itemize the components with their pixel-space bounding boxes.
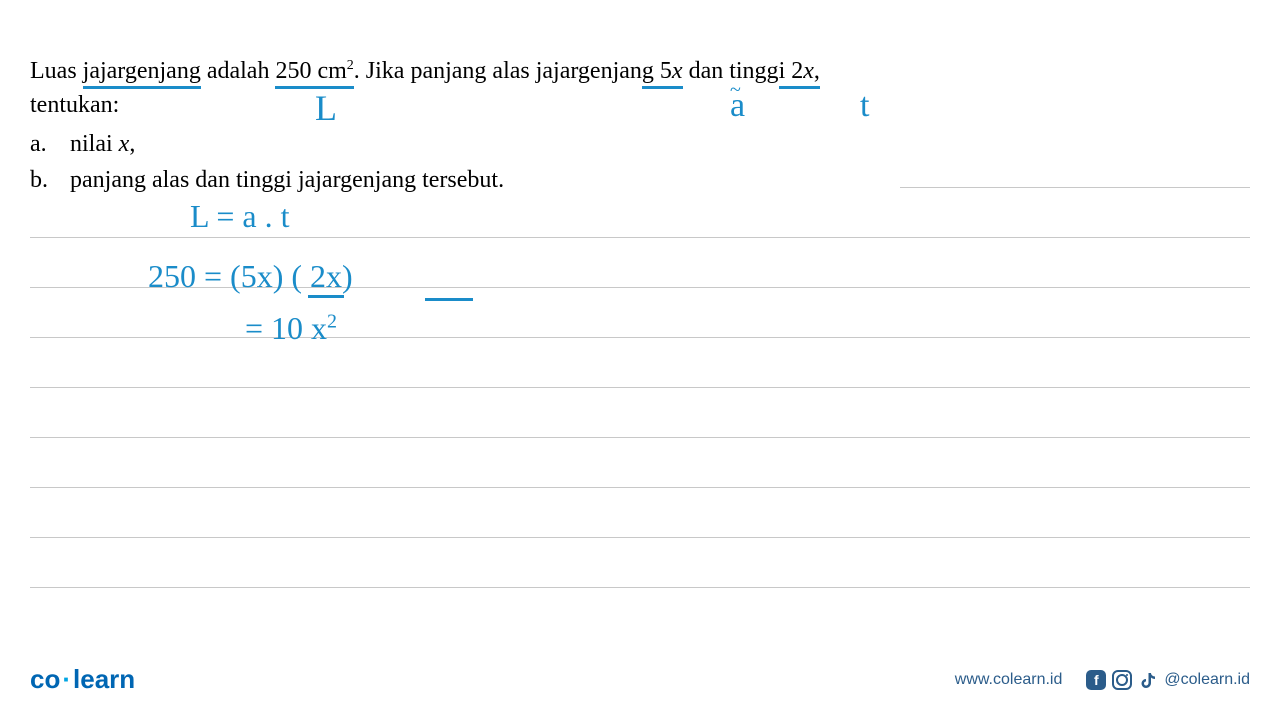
ruled-line	[30, 388, 1250, 438]
list-marker: b.	[30, 162, 70, 198]
facebook-icon: f	[1086, 670, 1106, 690]
problem-text: adalah	[201, 58, 276, 84]
website-url: www.colearn.id	[955, 671, 1063, 689]
handwrite-underline-icon	[308, 295, 344, 298]
superscript: 2	[347, 58, 354, 73]
text: g 5	[642, 58, 672, 84]
logo-part1: co	[30, 664, 60, 694]
problem-text: Luas	[30, 58, 83, 84]
question-list: a. nilai x, b. panjang alas dan tinggi j…	[30, 126, 1250, 198]
value-text: 250 cm	[275, 58, 346, 84]
list-text: nilai x,	[70, 126, 135, 162]
underlined-term: g 5x	[642, 58, 683, 89]
footer-right: www.colearn.id f @colearn.id	[955, 670, 1250, 690]
handwrite-underline-icon	[425, 298, 473, 301]
list-item: b. panjang alas dan tinggi jajargenjang …	[30, 162, 1250, 198]
list-text: panjang alas dan tinggi jajargenjang ter…	[70, 162, 504, 198]
content-area: Luas jajargenjang adalah 250 cm2. Jika p…	[30, 55, 1250, 198]
annotation-a: a	[730, 87, 745, 125]
problem-line2: tentukan:	[30, 92, 119, 118]
underlined-term: i 2x,	[779, 58, 820, 89]
working-line-1: L = a . t	[190, 198, 290, 235]
working-text: = 10 x	[245, 310, 327, 346]
list-item: a. nilai x,	[30, 126, 1250, 162]
ruled-line	[30, 438, 1250, 488]
tiktok-icon	[1138, 670, 1158, 690]
comma: ,	[814, 58, 820, 84]
text-post: ,	[129, 131, 135, 157]
ruled-line	[30, 338, 1250, 388]
footer: co·learn www.colearn.id f @colearn.id	[30, 664, 1250, 695]
text: i 2	[779, 58, 804, 84]
social-links: f @colearn.id	[1086, 670, 1250, 690]
variable-x: x	[803, 58, 814, 84]
variable-x: x	[672, 58, 683, 84]
annotation-t: t	[860, 87, 869, 125]
annotation-L: L	[315, 87, 337, 129]
exponent: 2	[327, 310, 337, 332]
variable-x: x	[119, 131, 130, 157]
working-line-2: 250 = (5x) ( 2x)	[148, 258, 353, 295]
underlined-value: 250 cm2	[275, 58, 353, 89]
logo-dot: ·	[62, 664, 71, 694]
problem-statement: Luas jajargenjang adalah 250 cm2. Jika p…	[30, 55, 1250, 122]
ruled-line	[30, 538, 1250, 588]
list-marker: a.	[30, 126, 70, 162]
underlined-term: jajargenjang	[83, 58, 201, 89]
instagram-icon	[1112, 670, 1132, 690]
working-line-3: = 10 x2	[245, 310, 337, 347]
text-pre: nilai	[70, 131, 119, 157]
brand-logo: co·learn	[30, 664, 135, 695]
logo-part2: learn	[73, 664, 135, 694]
ruled-line	[30, 488, 1250, 538]
ruled-line	[30, 288, 1250, 338]
problem-text: . Jika panjang alas jajargenjan	[354, 58, 642, 84]
social-handle: @colearn.id	[1164, 671, 1250, 689]
